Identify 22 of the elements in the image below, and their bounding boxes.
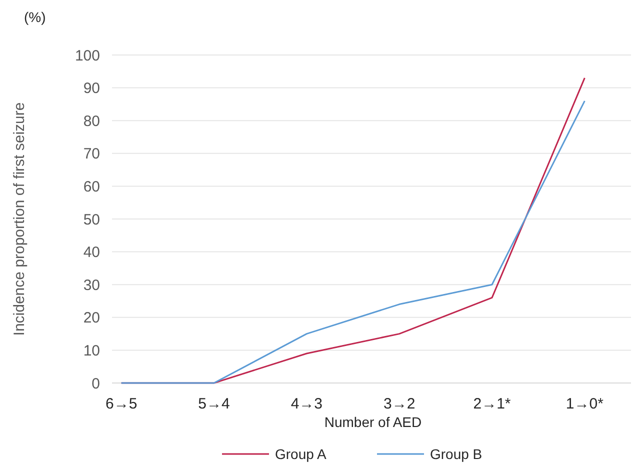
x-tick-label: 5→4 bbox=[198, 395, 230, 412]
y-tick-label: 10 bbox=[83, 342, 100, 360]
y-axis-title: Incidence proportion of first seizure bbox=[11, 102, 28, 336]
x-tick-label: 2→1* bbox=[473, 395, 511, 412]
legend-label: Group A bbox=[275, 446, 328, 462]
x-tick-label: 6→5 bbox=[105, 395, 138, 412]
legend-label: Group B bbox=[430, 446, 482, 462]
y-tick-label: 100 bbox=[74, 47, 100, 64]
y-tick-label: 70 bbox=[83, 146, 100, 163]
y-tick-label: 80 bbox=[83, 112, 100, 130]
y-tick-label: 50 bbox=[83, 211, 100, 228]
text: (%) bbox=[24, 9, 46, 25]
x-tick-label: 3→2 bbox=[383, 395, 416, 412]
y-tick-label: 90 bbox=[83, 80, 100, 98]
y-tick-label: 40 bbox=[83, 244, 100, 262]
y-tick-label: 0 bbox=[92, 375, 100, 392]
y-tick-label: 30 bbox=[83, 276, 100, 294]
y-tick-label: 60 bbox=[83, 178, 100, 196]
x-axis-title: Number of AED bbox=[324, 414, 422, 430]
x-tick-label: 1→0* bbox=[566, 395, 604, 412]
y-tick-label: 20 bbox=[83, 310, 100, 327]
x-tick-label: 4→3 bbox=[290, 395, 323, 412]
